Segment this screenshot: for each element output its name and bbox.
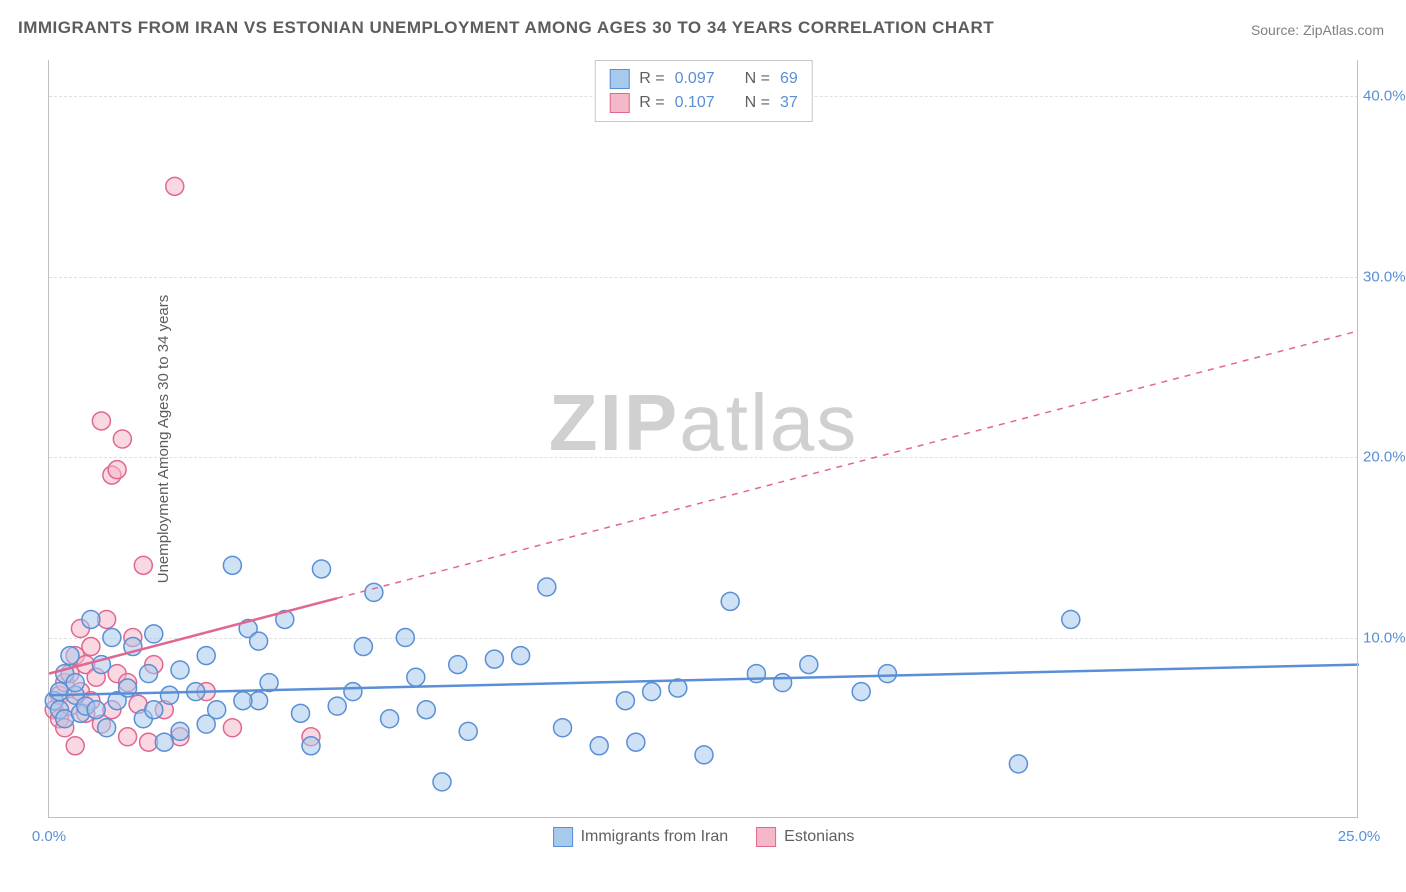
data-point — [145, 625, 163, 643]
swatch-series2 — [609, 93, 629, 113]
stats-row-series2: R = 0.107 N = 37 — [609, 91, 798, 115]
data-point — [302, 737, 320, 755]
y-tick-label: 10.0% — [1363, 629, 1406, 646]
data-point — [140, 665, 158, 683]
data-point — [407, 668, 425, 686]
data-point — [98, 719, 116, 737]
data-point — [119, 728, 137, 746]
chart-svg — [49, 60, 1358, 817]
legend-item-series1: Immigrants from Iran — [553, 827, 729, 847]
data-point — [417, 701, 435, 719]
data-point — [312, 560, 330, 578]
data-point — [197, 647, 215, 665]
n-value-series2: 37 — [780, 94, 798, 112]
right-axis-border — [1357, 60, 1358, 818]
data-point — [878, 665, 896, 683]
stats-row-series1: R = 0.097 N = 69 — [609, 67, 798, 91]
data-point — [695, 746, 713, 764]
data-point — [344, 683, 362, 701]
r-label: R = — [639, 94, 664, 112]
data-point — [92, 412, 110, 430]
data-point — [50, 683, 68, 701]
data-point — [800, 656, 818, 674]
legend-swatch-series2 — [756, 827, 776, 847]
data-point — [171, 722, 189, 740]
data-point — [234, 692, 252, 710]
x-tick-label: 25.0% — [1338, 828, 1381, 845]
data-point — [1009, 755, 1027, 773]
data-point — [459, 722, 477, 740]
stats-legend: R = 0.097 N = 69 R = 0.107 N = 37 — [594, 60, 813, 122]
data-point — [354, 638, 372, 656]
data-point — [113, 430, 131, 448]
chart-title: IMMIGRANTS FROM IRAN VS ESTONIAN UNEMPLO… — [18, 18, 994, 38]
data-point — [538, 578, 556, 596]
data-point — [1062, 610, 1080, 628]
data-point — [449, 656, 467, 674]
data-point — [381, 710, 399, 728]
data-point — [145, 701, 163, 719]
data-point — [87, 701, 105, 719]
data-point — [396, 629, 414, 647]
data-point — [66, 674, 84, 692]
source-label: Source: ZipAtlas.com — [1251, 22, 1384, 38]
n-label: N = — [745, 94, 770, 112]
r-value-series1: 0.097 — [675, 70, 715, 88]
data-point — [328, 697, 346, 715]
trend-line-solid — [49, 598, 337, 673]
plot-area: Unemployment Among Ages 30 to 34 years Z… — [48, 60, 1358, 818]
swatch-series1 — [609, 69, 629, 89]
data-point — [292, 704, 310, 722]
data-point — [66, 737, 84, 755]
y-tick-label: 20.0% — [1363, 449, 1406, 466]
data-point — [171, 661, 189, 679]
x-tick-label: 0.0% — [32, 828, 66, 845]
data-point — [82, 610, 100, 628]
data-point — [627, 733, 645, 751]
data-point — [774, 674, 792, 692]
data-point — [161, 686, 179, 704]
data-point — [365, 583, 383, 601]
r-value-series2: 0.107 — [675, 94, 715, 112]
data-point — [721, 592, 739, 610]
data-point — [134, 556, 152, 574]
legend-label-series2: Estonians — [784, 828, 854, 846]
data-point — [82, 638, 100, 656]
data-point — [643, 683, 661, 701]
r-label: R = — [639, 70, 664, 88]
data-point — [223, 556, 241, 574]
data-point — [485, 650, 503, 668]
y-tick-label: 40.0% — [1363, 88, 1406, 105]
n-value-series1: 69 — [780, 70, 798, 88]
y-tick-label: 30.0% — [1363, 268, 1406, 285]
legend-swatch-series1 — [553, 827, 573, 847]
data-point — [155, 733, 173, 751]
data-point — [250, 632, 268, 650]
data-point — [616, 692, 634, 710]
data-point — [166, 177, 184, 195]
data-point — [590, 737, 608, 755]
data-point — [208, 701, 226, 719]
trend-line — [49, 665, 1359, 696]
bottom-legend: Immigrants from Iran Estonians — [553, 827, 855, 847]
data-point — [433, 773, 451, 791]
trend-line-dashed — [337, 331, 1359, 598]
data-point — [852, 683, 870, 701]
data-point — [223, 719, 241, 737]
data-point — [108, 461, 126, 479]
data-point — [61, 647, 79, 665]
data-point — [554, 719, 572, 737]
n-label: N = — [745, 70, 770, 88]
data-point — [103, 629, 121, 647]
legend-item-series2: Estonians — [756, 827, 854, 847]
data-point — [512, 647, 530, 665]
legend-label-series1: Immigrants from Iran — [581, 828, 729, 846]
